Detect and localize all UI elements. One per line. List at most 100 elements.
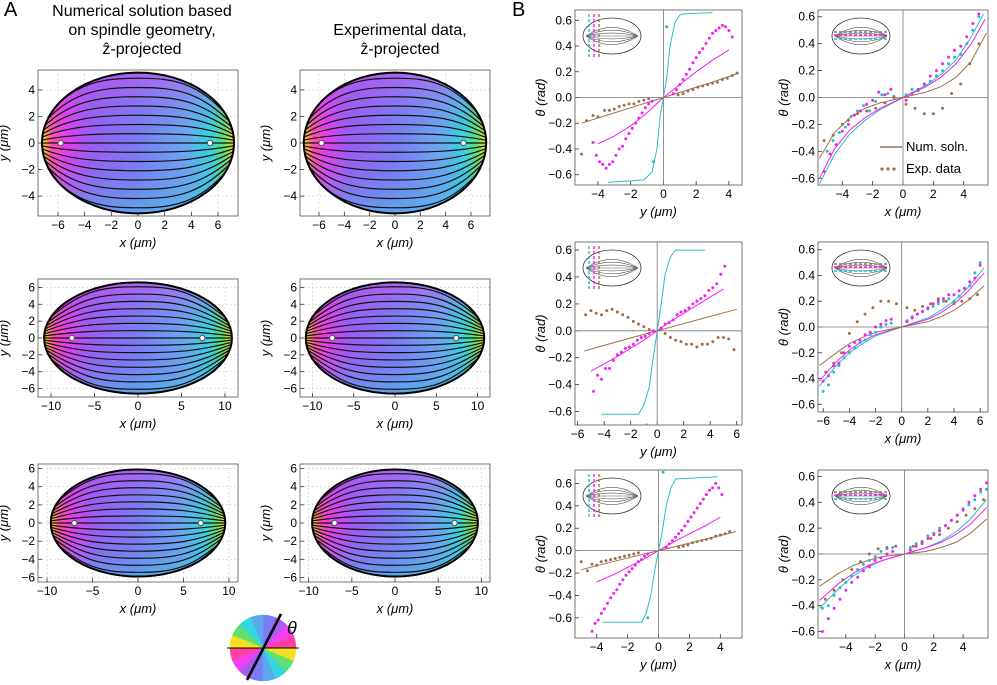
exp-data-point-magenta [591, 141, 595, 144]
exp-data-point-magenta [671, 318, 675, 322]
x-tick-label: −2 [363, 218, 377, 232]
director-streamline [50, 494, 226, 518]
left-title-line-2: on spindle geometry, [68, 22, 216, 39]
inset-fiber [585, 27, 639, 37]
y-tick-label: 0.2 [555, 521, 572, 535]
exp-data-point-magenta [624, 573, 628, 577]
exp-data-point-cyan [928, 79, 932, 83]
exp-data-point-magenta [691, 302, 695, 306]
exp-data-point-brown [632, 102, 636, 106]
exp-data-point-magenta [840, 129, 844, 133]
director-streamline [303, 151, 487, 190]
x-tick-label: 2 [686, 640, 693, 654]
director-streamline [312, 515, 478, 523]
exp-data-point-magenta [606, 601, 609, 605]
exp-data-point-magenta [677, 532, 681, 536]
spindle-inset [831, 477, 891, 515]
x-tick-label: 5 [435, 584, 442, 598]
field-map [44, 282, 232, 394]
x-tick-label: −5 [88, 399, 102, 413]
exp-data-point-cyan [967, 503, 971, 507]
exp-data-point-magenta [608, 367, 611, 370]
exp-data-point-magenta [633, 563, 637, 567]
exp-data-point-magenta [852, 113, 856, 117]
exp-data-point-brown [676, 93, 680, 97]
exp-data-point-brown [690, 342, 694, 346]
exp-data-point-magenta [708, 488, 711, 492]
director-streamline [50, 531, 226, 566]
inset-fiber [585, 35, 639, 43]
director-streamline [44, 293, 232, 330]
field-map [303, 72, 487, 214]
x-tick-label: 4 [188, 218, 195, 232]
y-tick-label: −0.2 [548, 351, 572, 365]
y-tick-label: 2 [28, 109, 35, 123]
exp-data-point-magenta [698, 502, 702, 506]
exp-data-point-magenta [908, 548, 912, 552]
director-streamline [50, 523, 226, 531]
exp-data-point-magenta [847, 344, 851, 348]
y-tick-label: 4 [28, 83, 35, 97]
director-streamline [50, 528, 226, 552]
plot-frame [574, 241, 743, 426]
exp-data-point-brown [950, 92, 954, 95]
exp-data-point-magenta [922, 82, 926, 86]
inset-fiber [834, 27, 888, 37]
exp-data-point-brown [874, 106, 878, 110]
chart-axes-10: −4 −2 0 2 4 −0.6 −0.4 −0.2 0.0 0.2 0.4 0.6 y (μm) θ (… [533, 469, 743, 672]
exp-data-point-magenta [687, 306, 691, 310]
exp-data-point-brown [824, 370, 828, 374]
y-tick-label: 0.0 [555, 544, 572, 558]
exp-data-point-magenta [853, 341, 857, 344]
exp-data-point-magenta [828, 152, 832, 156]
exp-data-point-brown [647, 97, 651, 101]
y-tick-label: −4 [283, 552, 297, 566]
heat-y-axis-label: y (μm) [258, 125, 273, 163]
x-tick-label: 0 [392, 399, 399, 413]
exp-data-point-magenta [637, 116, 641, 120]
spindle-boundary [41, 71, 235, 215]
exp-data-point-brown [822, 139, 826, 143]
exp-data-point-brown [696, 85, 700, 89]
exp-data-point-cyan [947, 297, 951, 301]
colorwheel-theta-label: θ [287, 618, 297, 638]
y-tick-label: 0.6 [555, 243, 572, 257]
exp-data-point-magenta [679, 310, 683, 314]
exp-data-point-magenta [947, 55, 950, 59]
y-tick-label: −0.2 [548, 116, 572, 130]
inset-fiber [585, 267, 639, 275]
exp-data-point-magenta [643, 334, 647, 338]
exp-data-point-magenta [826, 617, 830, 621]
exp-data-point-magenta [949, 518, 953, 522]
left-column-title: Numerical solution based on spindle geom… [12, 2, 272, 59]
exp-data-point-magenta [617, 147, 621, 151]
exp-data-point-magenta [968, 280, 972, 284]
exp-data-point-magenta [701, 497, 705, 501]
left-title-line-3: ẑ-projected [102, 41, 182, 58]
spindle-inset [582, 246, 642, 290]
exp-data-point-brown [706, 342, 709, 346]
director-streamline [312, 487, 478, 517]
exp-data-point-brown [725, 76, 729, 80]
director-streamline [50, 525, 226, 538]
theta-y-axis-label: θ (rad) [776, 78, 791, 116]
legend-dot-swatch [880, 167, 884, 171]
exp-data-point-brown [701, 84, 705, 88]
x-tick-label: 10 [222, 584, 236, 598]
exp-data-point-magenta [704, 42, 708, 45]
exp-data-point-magenta [711, 286, 715, 290]
director-streamline [42, 114, 234, 138]
exp-data-point-magenta [873, 559, 877, 562]
exp-data-point-cyan [971, 28, 975, 32]
x-tick-label: 2 [925, 414, 932, 428]
exp-data-point-cyan [837, 364, 841, 368]
panel-label-b: B [512, 0, 526, 21]
exp-data-point-cyan [826, 604, 830, 608]
exp-data-point-brown [627, 102, 631, 106]
series-layer [819, 12, 987, 184]
chart-axes-4: −10 −5 0 5 10 −6 −4 −2 0 2 4 6 x (μm) y (μm) [0, 462, 239, 616]
exp-data-point-brown [700, 539, 704, 543]
exp-data-point-magenta [663, 322, 667, 326]
director-streamline [305, 300, 485, 332]
